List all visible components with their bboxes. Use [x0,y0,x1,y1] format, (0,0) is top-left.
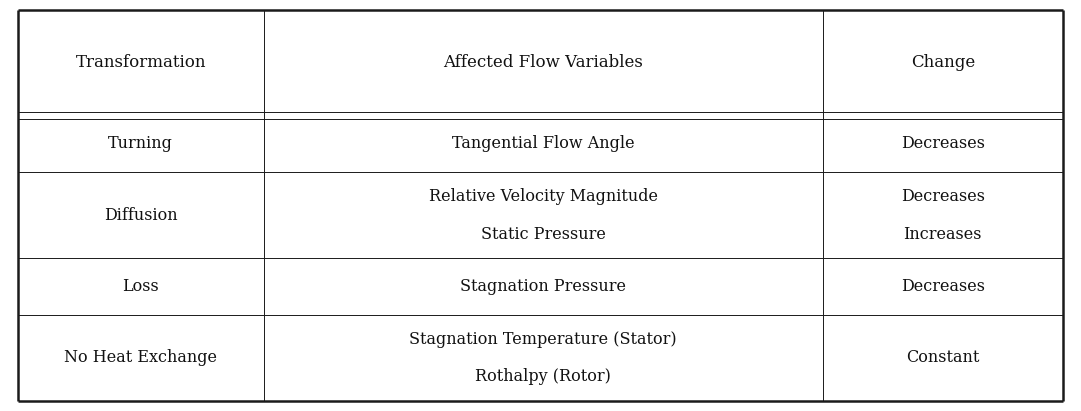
Text: Relative Velocity Magnitude: Relative Velocity Magnitude [428,188,657,205]
Text: Stagnation Temperature (Stator): Stagnation Temperature (Stator) [410,330,677,348]
Text: No Heat Exchange: No Heat Exchange [64,349,217,367]
Text: Increases: Increases [904,226,982,243]
Text: Loss: Loss [122,278,159,295]
Text: Transformation: Transformation [76,54,206,71]
Text: Decreases: Decreases [900,188,985,205]
Text: Static Pressure: Static Pressure [481,226,605,243]
Text: Change: Change [910,54,975,71]
Text: Stagnation Pressure: Stagnation Pressure [461,278,626,295]
Text: Diffusion: Diffusion [104,207,177,224]
Text: Rothalpy (Rotor): Rothalpy (Rotor) [476,368,611,386]
Text: Turning: Turning [108,135,173,152]
Text: Affected Flow Variables: Affected Flow Variables [443,54,643,71]
Text: Tangential Flow Angle: Tangential Flow Angle [452,135,635,152]
Text: Decreases: Decreases [900,278,985,295]
Text: Decreases: Decreases [900,135,985,152]
Text: Constant: Constant [906,349,979,367]
